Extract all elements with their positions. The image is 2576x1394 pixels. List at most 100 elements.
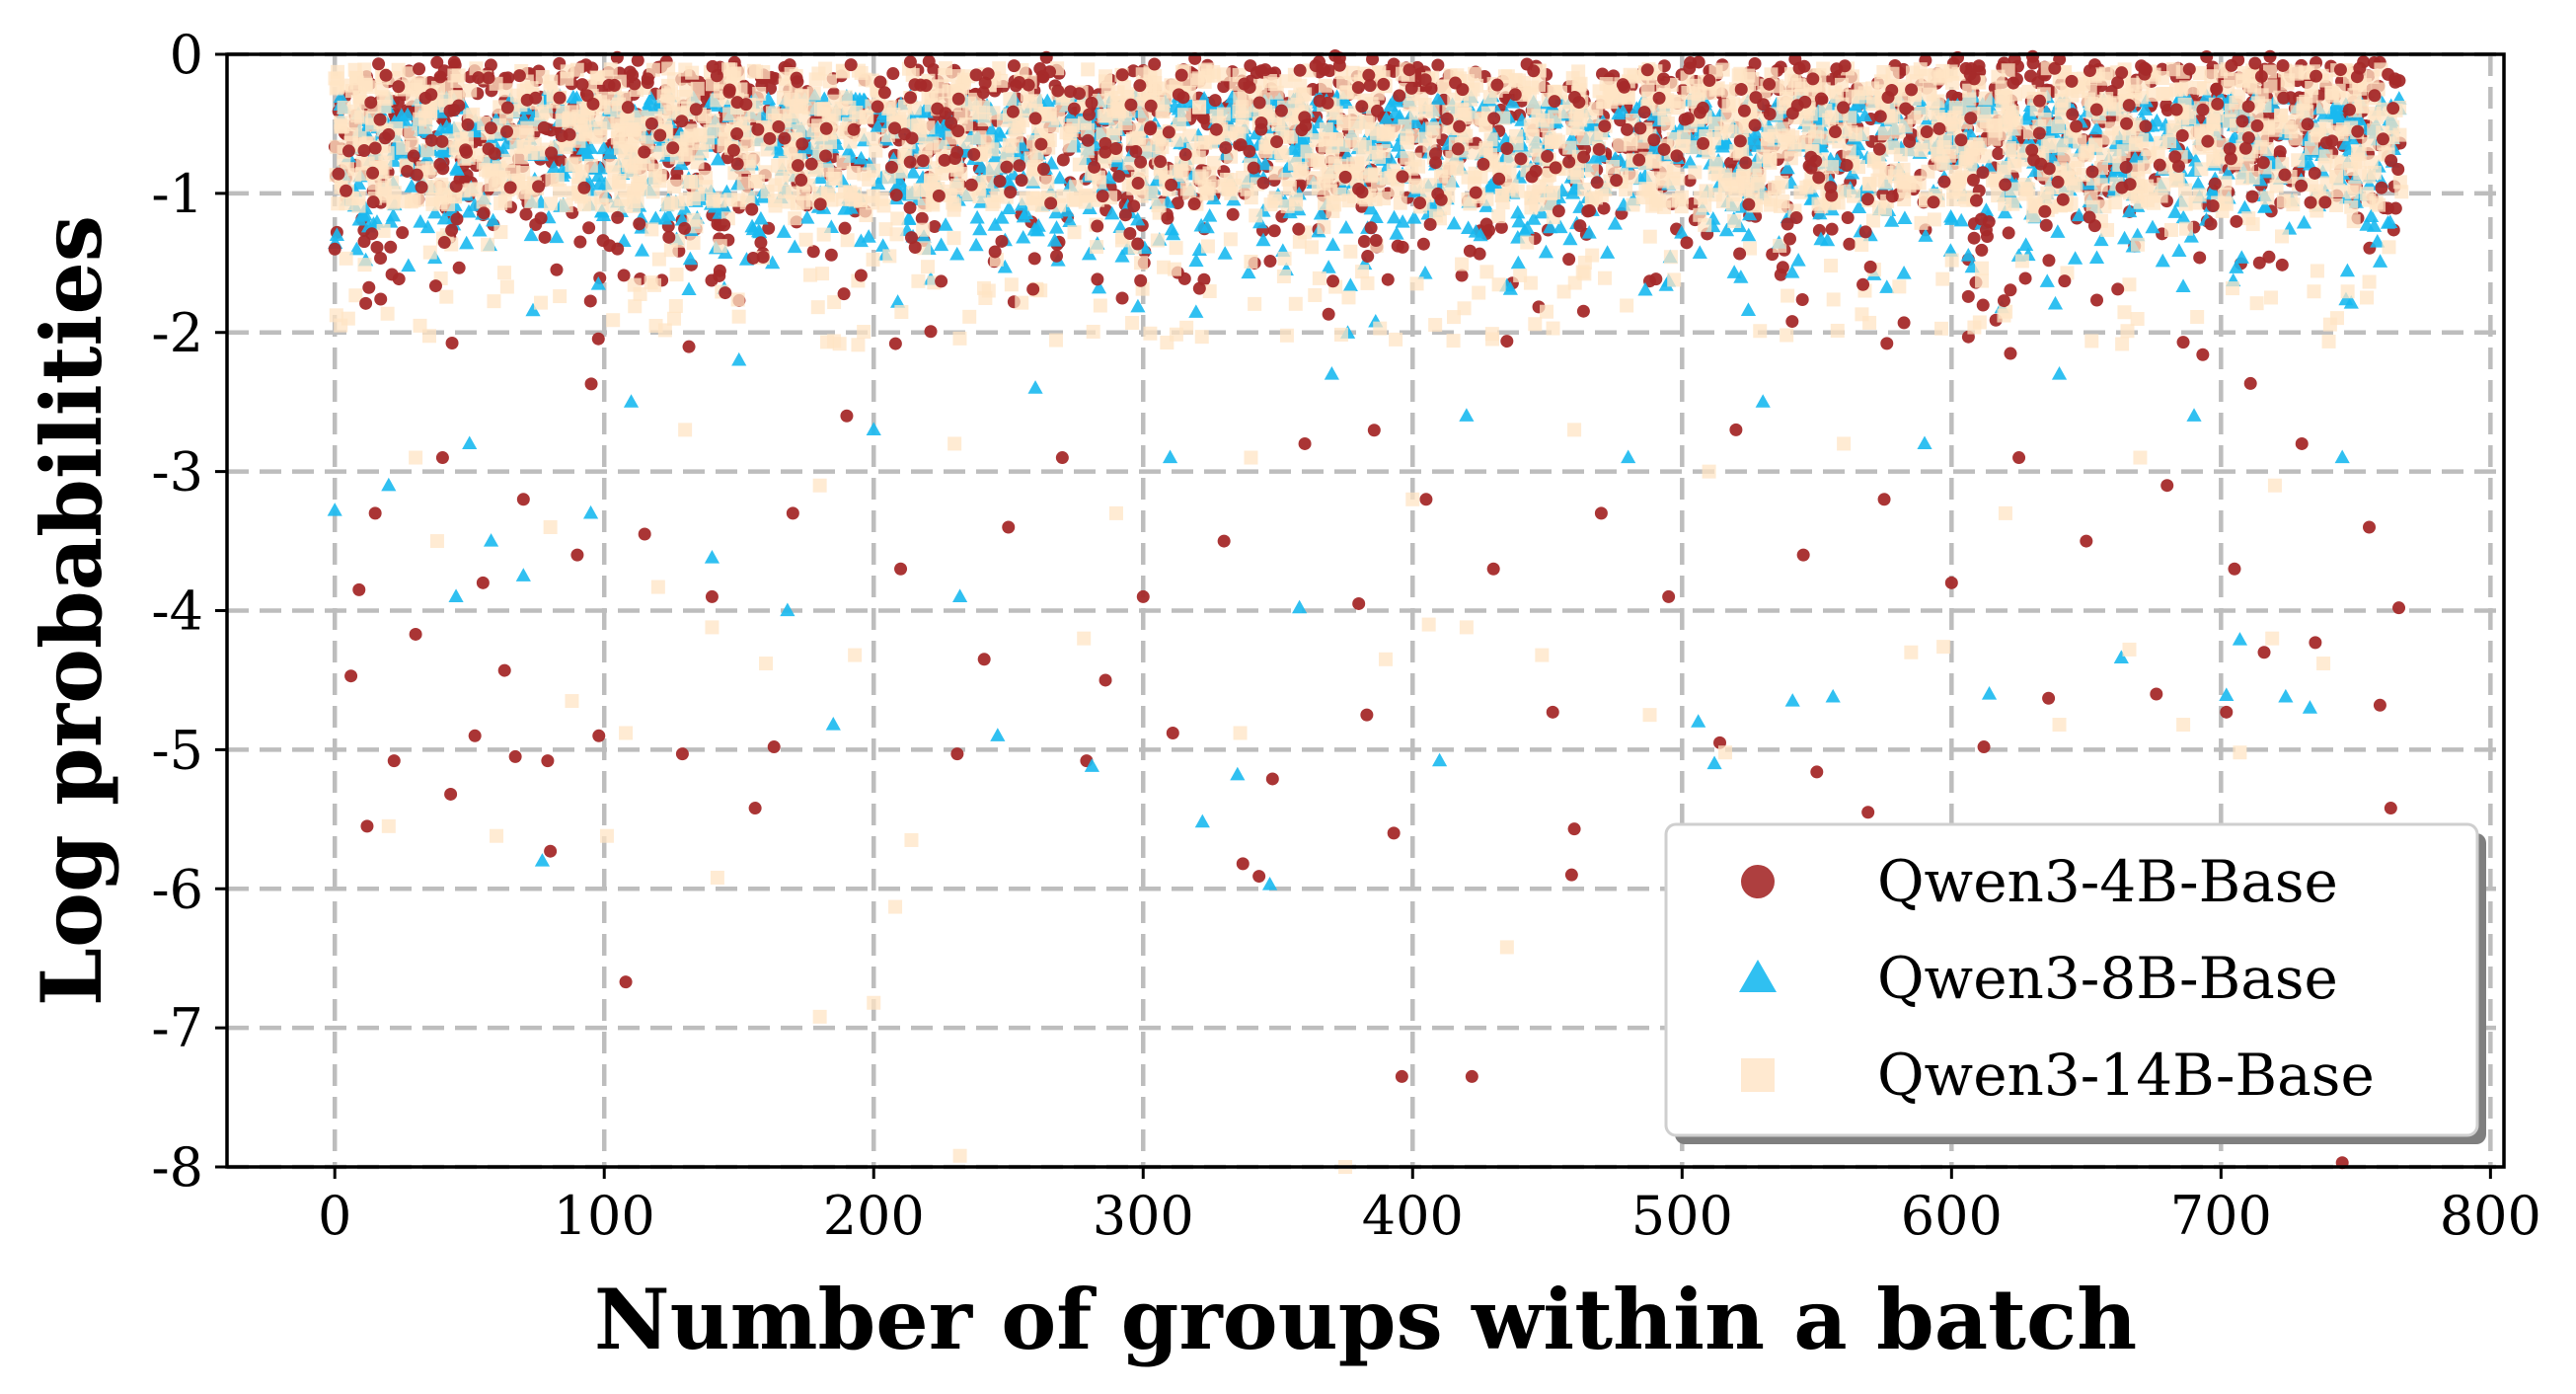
point-qwen3-14b [722, 107, 737, 121]
point-qwen3-14b [980, 174, 995, 189]
point-qwen3-8b [1062, 213, 1078, 227]
point-qwen3-8b [329, 227, 344, 242]
point-qwen3-14b [2192, 66, 2207, 81]
point-qwen3-14b [1098, 74, 1112, 89]
point-qwen3-14b [1562, 140, 1577, 155]
point-qwen3-14b [1945, 75, 1960, 90]
point-qwen3-8b [1016, 229, 1031, 244]
point-qwen3-14b [1472, 285, 1486, 300]
point-qwen3-14b [1011, 116, 1025, 131]
point-qwen3-14b [1169, 241, 1183, 256]
point-qwen3-8b [1600, 245, 1616, 259]
point-qwen3-8b [1321, 260, 1336, 273]
point-qwen3-14b [1528, 142, 1543, 157]
point-qwen3-14b [2351, 144, 2366, 159]
point-qwen3-8b [2116, 230, 2133, 245]
point-qwen3-14b [2221, 80, 2235, 95]
point-qwen3-14b [668, 299, 683, 314]
point-qwen3-14b [730, 292, 745, 307]
point-qwen3-4b [1381, 272, 1395, 286]
point-qwen3-14b [1355, 265, 1370, 279]
point-qwen3-8b [1582, 116, 1598, 131]
point-qwen3-8b [1526, 211, 1542, 225]
point-qwen3-14b [421, 329, 436, 344]
point-qwen3-14b [481, 237, 495, 252]
point-qwen3-4b [2275, 258, 2289, 271]
point-qwen3-8b [1733, 270, 1749, 283]
point-qwen3-14b [1491, 209, 1506, 224]
point-qwen3-14b [2159, 86, 2174, 101]
point-qwen3-8b [1383, 98, 1399, 112]
point-qwen3-4b [1171, 196, 1184, 210]
point-qwen3-14b [810, 300, 825, 315]
point-qwen3-8b [2155, 253, 2170, 268]
point-qwen3-14b [644, 275, 658, 290]
point-qwen3-14b [1099, 109, 1113, 123]
point-qwen3-14b [1268, 166, 1283, 181]
point-qwen3-14b [1262, 74, 1277, 89]
point-qwen3-14b [1642, 229, 1657, 244]
point-qwen3-14b [2194, 162, 2209, 177]
point-qwen3-8b [1692, 245, 1707, 259]
point-qwen3-14b [1308, 287, 1323, 302]
point-qwen3-14b [2120, 324, 2135, 339]
point-qwen3-14b [862, 172, 876, 187]
point-qwen3-8b [875, 238, 891, 252]
point-qwen3-8b [1502, 281, 1518, 295]
point-qwen3-4b [1293, 178, 1307, 192]
point-qwen3-14b [1977, 106, 1992, 120]
point-qwen3-14b [788, 211, 802, 226]
point-qwen3-4b [2004, 283, 2017, 297]
point-qwen3-8b [1406, 210, 1422, 224]
point-qwen3-14b [593, 121, 608, 136]
point-qwen3-8b [843, 200, 859, 214]
point-qwen3-14b [357, 258, 372, 272]
point-qwen3-8b [1562, 231, 1578, 246]
point-qwen3-14b [1059, 125, 1074, 140]
point-qwen3-14b [1409, 276, 1424, 291]
point-qwen3-14b [612, 173, 627, 188]
point-qwen3-4b [1967, 231, 1981, 245]
point-qwen3-4b [928, 219, 942, 233]
point-qwen3-8b [1593, 148, 1610, 163]
point-qwen3-14b [2331, 183, 2346, 197]
point-qwen3-14b [2276, 194, 2291, 208]
point-qwen3-14b [1280, 129, 1295, 144]
point-qwen3-14b [347, 168, 362, 183]
point-qwen3-8b [2137, 102, 2154, 116]
point-qwen3-14b [736, 176, 751, 191]
point-qwen3-14b [337, 100, 351, 115]
point-qwen3-14b [2321, 334, 2336, 348]
point-qwen3-8b [1199, 219, 1215, 234]
point-qwen3-14b [1585, 110, 1600, 124]
point-qwen3-8b [1446, 215, 1462, 230]
point-qwen3-14b [2095, 71, 2110, 86]
point-qwen3-14b [1889, 163, 1904, 178]
point-qwen3-14b [1249, 208, 1263, 223]
point-qwen3-14b [1824, 259, 1839, 273]
point-qwen3-8b [459, 235, 475, 250]
point-qwen3-14b [2232, 89, 2246, 104]
point-qwen3-4b [1056, 153, 1070, 167]
point-qwen3-8b [1538, 244, 1554, 259]
point-qwen3-4b [764, 82, 778, 96]
point-qwen3-8b [1897, 210, 1913, 225]
point-qwen3-14b [553, 183, 568, 197]
point-qwen3-8b [1325, 237, 1341, 252]
point-qwen3-14b [1522, 87, 1537, 102]
point-qwen3-4b [1795, 292, 1809, 306]
point-qwen3-8b [350, 176, 367, 190]
point-qwen3-14b [1855, 237, 1869, 252]
point-qwen3-4b [2026, 56, 2040, 70]
point-qwen3-14b [1503, 152, 1518, 167]
point-qwen3-14b [859, 208, 873, 223]
point-qwen3-14b [1063, 138, 1078, 153]
point-qwen3-14b [1620, 298, 1634, 313]
point-qwen3-14b [1935, 271, 1950, 286]
point-qwen3-4b [1431, 58, 1445, 72]
point-qwen3-8b [1820, 232, 1836, 247]
point-qwen3-14b [1310, 153, 1325, 168]
point-qwen3-14b [1292, 234, 1307, 249]
point-qwen3-14b [1567, 275, 1582, 290]
point-qwen3-14b [1764, 67, 1779, 82]
